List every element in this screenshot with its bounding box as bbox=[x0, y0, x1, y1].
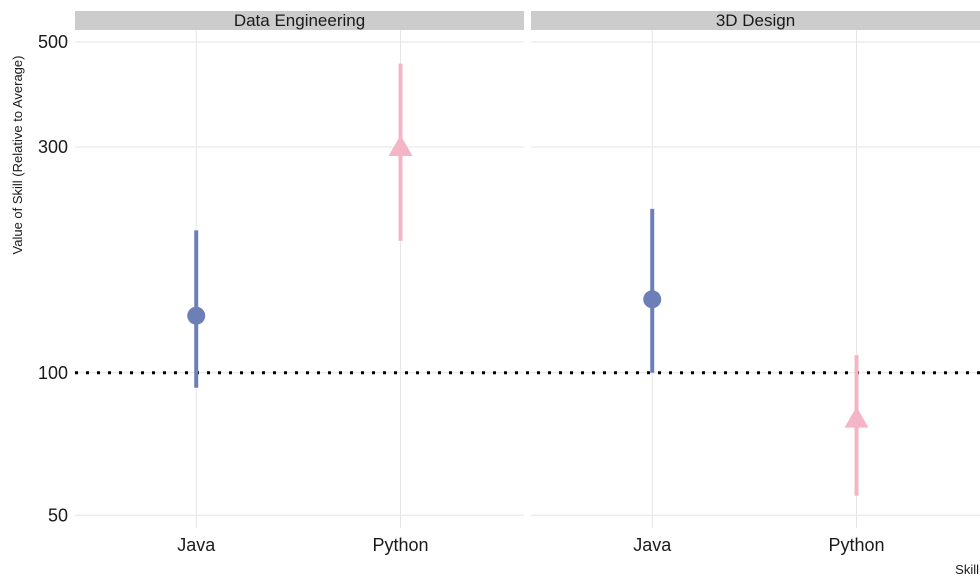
x-tick-label: Java bbox=[177, 535, 216, 555]
y-tick-label: 50 bbox=[48, 505, 68, 525]
y-axis-label: Value of Skill (Relative to Average) bbox=[10, 56, 25, 255]
point-marker bbox=[388, 134, 413, 156]
facet-strip bbox=[531, 11, 980, 30]
x-axis-label: Skill bbox=[955, 562, 979, 577]
point-marker bbox=[187, 306, 206, 325]
data-marks bbox=[187, 63, 869, 496]
x-tick-label: Python bbox=[829, 535, 885, 555]
y-tick-label: 100 bbox=[38, 363, 68, 383]
x-tick-label: Python bbox=[373, 535, 429, 555]
y-tick-label: 500 bbox=[38, 32, 68, 52]
y-tick-label: 300 bbox=[38, 137, 68, 157]
x-tick-label: Java bbox=[633, 535, 672, 555]
point-marker bbox=[643, 290, 662, 309]
point-marker bbox=[844, 406, 869, 428]
facet-panels: Data Engineering Java Python 3D Design Java P… bbox=[75, 11, 980, 555]
facet-strip-label: 3D Design bbox=[716, 11, 795, 30]
facet-strip bbox=[75, 11, 524, 30]
y-axis: 50 100 300 500 bbox=[38, 32, 68, 525]
facet-strip-label: Data Engineering bbox=[234, 11, 365, 30]
